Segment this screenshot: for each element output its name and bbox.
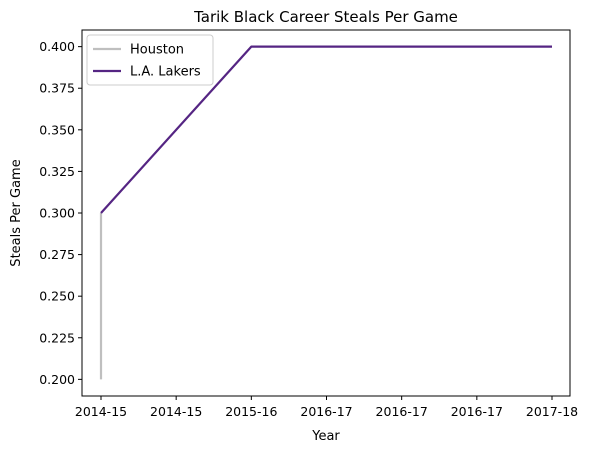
x-axis-ticks: 2014-15 2014-15 2015-16 2016-17 2016-17 2016-… (75, 396, 578, 419)
legend-label-lakers: L.A. Lakers (130, 65, 201, 80)
plot-area: 0.200 0.225 0.250 0.275 0.300 0.325 0.350 0.375… (39, 29, 578, 419)
x-tick-label: 2014-15 (150, 404, 202, 419)
y-tick-label: 0.275 (39, 247, 75, 262)
legend-label-houston: Houston (130, 43, 184, 58)
y-tick-label: 0.325 (39, 164, 75, 179)
x-tick-label: 2016-17 (376, 404, 428, 419)
series-lines (99, 45, 552, 380)
y-tick-label: 0.300 (39, 206, 75, 221)
y-tick-label: 0.375 (39, 81, 75, 96)
y-tick-label: 0.200 (39, 372, 75, 387)
legend: Houston L.A. Lakers (86, 34, 214, 86)
x-tick-label: 2017-18 (526, 404, 578, 419)
x-tick-label: 2015-16 (225, 404, 277, 419)
x-tick-label: 2016-17 (300, 404, 352, 419)
x-tick-label: 2016-17 (451, 404, 503, 419)
y-tick-label: 0.350 (39, 122, 75, 137)
legend-box (86, 34, 214, 86)
y-tick-label: 0.225 (39, 330, 75, 345)
y-tick-label: 0.250 (39, 289, 75, 304)
x-axis-label: Year (311, 429, 340, 444)
chart-title: Tarik Black Career Steals Per Game (193, 8, 458, 26)
y-axis-ticks: 0.200 0.225 0.250 0.275 0.300 0.325 0.350 0.375… (39, 39, 82, 387)
x-tick-label: 2014-15 (75, 404, 127, 419)
y-axis-label: Steals Per Game (9, 159, 24, 266)
y-tick-label: 0.400 (39, 39, 75, 54)
series-line-l-a-lakers (100, 45, 552, 214)
